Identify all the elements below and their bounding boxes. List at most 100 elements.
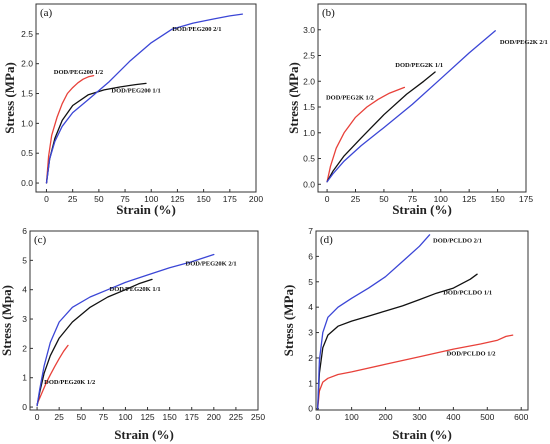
y-tick-label: 2	[22, 343, 27, 353]
chart-panel-2: (b) 0 25 50 75 100 125 150 175 0.0 0.5 1.0 1.5 2.0 2.5…	[286, 3, 548, 217]
x-tick-label: 600	[514, 412, 528, 422]
x-tick-label: 150	[197, 194, 211, 204]
series-label: DOD/PEG200 1/2	[54, 69, 103, 76]
x-tick-label: 150	[163, 412, 177, 422]
y-tick-label: 2.0	[21, 59, 33, 69]
series-label: DOD/PEG200 2/1	[172, 26, 221, 33]
y-tick-label: 4	[22, 285, 27, 295]
y-tick-label: 1.0	[21, 118, 33, 128]
plot-frame	[35, 3, 257, 193]
x-tick-label: 200	[207, 412, 221, 422]
panel-label: (b)	[322, 7, 335, 19]
y-tick-label: 4	[308, 302, 313, 312]
series-label: DOD/PEG200 1/1	[111, 87, 160, 94]
y-tick-label: 3	[308, 328, 313, 338]
series-line-1	[45, 74, 95, 184]
x-tick-label: 75	[408, 194, 418, 204]
panel-label: (a)	[40, 7, 53, 19]
y-tick-label: 7	[308, 226, 313, 236]
series-label: DOD/PEG20K 1/2	[44, 379, 95, 386]
x-tick-label: 225	[229, 412, 243, 422]
x-axis-label: Strain (%)	[392, 202, 452, 217]
x-tick-label: 200	[249, 194, 263, 204]
y-axis-label: Stress (Mpa)	[0, 285, 14, 356]
chart-panel-4: (d) 0 100 200 300 400 500 600 0 1 2 3 4 5 6 7 Strain (%)…	[281, 226, 529, 442]
y-tick-label: 0.0	[21, 178, 33, 188]
x-tick-label: 25	[68, 194, 78, 204]
x-tick-label: 175	[185, 412, 199, 422]
panel-label: (c)	[34, 234, 47, 246]
x-tick-label: 0	[35, 412, 40, 422]
y-tick-label: 2.5	[303, 51, 315, 61]
series-line-2	[36, 278, 153, 407]
plot-frame	[315, 230, 529, 411]
x-tick-label: 100	[434, 194, 448, 204]
y-tick-label: 1.5	[303, 102, 315, 112]
series-line-1	[36, 344, 69, 405]
y-tick-label: 0	[22, 402, 27, 412]
series-line-3	[326, 30, 496, 183]
series-label: DOD/PCLDO 1/2	[447, 350, 496, 357]
y-tick-label: 0	[308, 404, 313, 414]
x-tick-label: 250	[251, 412, 265, 422]
y-tick-label: 1.0	[303, 128, 315, 138]
x-tick-label: 125	[170, 194, 184, 204]
x-tick-label: 400	[446, 412, 460, 422]
x-tick-label: 50	[94, 194, 104, 204]
y-tick-label: 3.0	[303, 25, 315, 35]
y-tick-label: 2.0	[303, 76, 315, 86]
x-tick-label: 75	[99, 412, 109, 422]
x-tick-label: 175	[519, 194, 533, 204]
y-tick-label: 1	[22, 373, 27, 383]
x-axis-label: Strain (%)	[114, 427, 174, 442]
x-tick-label: 150	[490, 194, 504, 204]
y-axis-label: Stress (MPa)	[286, 62, 301, 134]
plot-frame	[29, 230, 259, 411]
series-label: DOD/PEG20K 1/1	[110, 286, 161, 293]
y-tick-label: 2	[308, 353, 313, 363]
x-tick-label: 0	[325, 194, 330, 204]
x-tick-label: 100	[118, 412, 132, 422]
y-tick-label: 6	[308, 251, 313, 261]
y-tick-label: 5	[308, 277, 313, 287]
series-line-2	[326, 71, 436, 183]
x-tick-label: 125	[462, 194, 476, 204]
x-tick-label: 75	[120, 194, 130, 204]
y-tick-label: 0.5	[21, 148, 33, 158]
x-tick-label: 100	[144, 194, 158, 204]
y-tick-label: 1.5	[21, 89, 33, 99]
y-axis-label: Stress (MPa)	[2, 62, 17, 134]
y-tick-label: 0.5	[303, 154, 315, 164]
x-tick-label: 175	[223, 194, 237, 204]
series-label: DOD/PCLDO 2/1	[433, 237, 482, 244]
y-tick-label: 3	[22, 314, 27, 324]
x-tick-label: 300	[412, 412, 426, 422]
series-line-1	[326, 86, 406, 183]
x-tick-label: 0	[315, 412, 320, 422]
plot-frame	[317, 3, 527, 193]
series-line-3	[317, 234, 431, 410]
series-line-2	[45, 82, 147, 184]
x-tick-label: 100	[345, 412, 359, 422]
chart-panel-1: (a) 0 25 50 75 100 125 150 175 200 0.0 0.5 1.0 1.5 2.0…	[2, 3, 263, 217]
series-line-3	[45, 13, 244, 184]
y-tick-label: 2.5	[21, 29, 33, 39]
series-line-1	[317, 334, 514, 410]
x-tick-label: 125	[140, 412, 154, 422]
series-label: DOD/PCLDO 1/1	[443, 289, 492, 296]
series-label: DOD/PEG2K 1/2	[326, 94, 374, 101]
x-tick-label: 500	[480, 412, 494, 422]
series-label: DOD/PEG20K 2/1	[186, 261, 237, 268]
y-axis-label: Stress (MPa)	[281, 285, 296, 357]
x-axis-label: Strain (%)	[392, 427, 452, 442]
x-tick-label: 50	[77, 412, 87, 422]
y-tick-label: 5	[22, 255, 27, 265]
x-tick-label: 25	[54, 412, 64, 422]
series-line-2	[317, 273, 478, 410]
y-tick-label: 0.0	[303, 179, 315, 189]
x-tick-label: 200	[378, 412, 392, 422]
y-tick-label: 1	[308, 378, 313, 388]
x-axis-label: Strain (%)	[116, 202, 176, 217]
panel-label: (d)	[320, 234, 333, 246]
